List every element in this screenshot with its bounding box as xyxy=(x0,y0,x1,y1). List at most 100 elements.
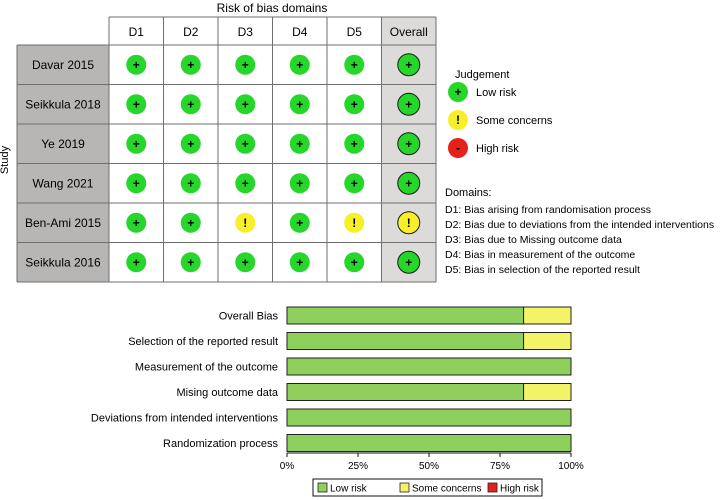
table-grid-lines xyxy=(16,16,437,283)
rating-dot-low xyxy=(344,54,365,75)
bar-legend: Low risk Some concerns High risk xyxy=(312,478,543,497)
rating-dot-low xyxy=(235,252,256,273)
rating-symbol: ! xyxy=(407,216,411,230)
rating-dot-low xyxy=(180,252,201,273)
legend-dot-high xyxy=(448,138,468,158)
bar-row: Mising outcome data xyxy=(177,383,572,401)
study-label-cell xyxy=(17,163,109,203)
study-name: Ben-Ami 2015 xyxy=(25,216,101,230)
rating-symbol: + xyxy=(133,255,140,269)
bar-segment-some xyxy=(523,332,572,350)
bar-legend-label-some: Some concerns xyxy=(412,484,481,495)
rating-dot-low xyxy=(289,252,310,273)
study-name: Seikkula 2016 xyxy=(25,255,101,269)
bar-segment-low xyxy=(286,383,525,401)
rating-dot-some xyxy=(397,211,421,235)
legend-symbol: - xyxy=(456,141,460,155)
column-header-d2: D2 xyxy=(183,25,199,39)
column-header-cell xyxy=(381,17,436,45)
rating-dot-low xyxy=(235,133,256,154)
study-row: Seikkula 2016 + + + + + + xyxy=(17,242,436,282)
rating-symbol: + xyxy=(133,58,140,72)
rating-symbol: + xyxy=(242,58,249,72)
rating-dot-low xyxy=(397,250,421,274)
column-header-d3: D3 xyxy=(238,25,254,39)
rating-dot-some xyxy=(344,212,365,233)
bar-row: Selection of the reported result xyxy=(128,332,572,350)
rating-dot-low xyxy=(289,54,310,75)
rating-dot-low xyxy=(126,252,147,273)
bar-legend-swatch-low xyxy=(317,482,328,493)
bar-row: Overall Bias xyxy=(219,306,572,325)
rating-symbol: + xyxy=(351,97,358,111)
bar-segment-low xyxy=(286,306,525,325)
column-header-d1: D1 xyxy=(129,25,145,39)
bar-segment-some xyxy=(523,383,572,401)
study-row: Davar 2015 + + + + + + xyxy=(17,45,436,85)
column-header-cell xyxy=(109,17,164,45)
rating-symbol: + xyxy=(405,97,412,111)
rating-symbol: + xyxy=(133,176,140,190)
legend-dot-low xyxy=(448,82,468,102)
rating-symbol: + xyxy=(187,176,194,190)
study-name: Seikkula 2018 xyxy=(25,97,101,111)
rating-symbol: + xyxy=(133,137,140,151)
rating-symbol: + xyxy=(242,176,249,190)
rating-dot-low xyxy=(126,212,147,233)
domain-description: D4: Bias in measurement of the outcome xyxy=(445,249,635,261)
legend-label-high: High risk xyxy=(476,143,519,155)
rating-symbol: + xyxy=(351,137,358,151)
rating-symbol: + xyxy=(296,176,303,190)
bar-segment-low xyxy=(286,332,525,350)
bar-row: Deviations from intended interventions xyxy=(91,408,572,427)
study-row: Ben-Ami 2015 + +! +!! xyxy=(17,203,436,243)
rating-symbol: + xyxy=(296,255,303,269)
rating-symbol: + xyxy=(296,216,303,230)
bar-row: Randomization process xyxy=(163,434,572,452)
bar-category-label: Measurement of the outcome xyxy=(135,362,278,374)
rating-dot-low xyxy=(344,252,365,273)
rating-dot-low xyxy=(180,94,201,115)
study-label-cell xyxy=(17,84,109,124)
rating-symbol: + xyxy=(133,216,140,230)
study-row: Seikkula 2018 + + + + + + xyxy=(17,84,436,124)
study-axis-label: Study xyxy=(0,145,11,174)
bar-segment-low xyxy=(286,434,572,452)
domain-description: D3: Bias due to Missing outcome data xyxy=(445,234,622,246)
rating-dot-low xyxy=(289,94,310,115)
rating-symbol: + xyxy=(405,176,412,190)
rating-symbol: + xyxy=(351,176,358,190)
rating-symbol: ! xyxy=(352,216,356,230)
rating-dot-low xyxy=(344,133,365,154)
rating-dot-low xyxy=(126,173,147,194)
domain-description: D1: Bias arising from randomisation proc… xyxy=(445,204,651,216)
study-label-cell xyxy=(17,203,109,243)
column-header-overall: Overall xyxy=(390,25,428,39)
column-headers: D1 D2 D3 D4 D5 Overall xyxy=(109,17,436,45)
rating-symbol: + xyxy=(242,255,249,269)
legend-dot-some xyxy=(448,110,468,130)
rating-symbol: + xyxy=(351,58,358,72)
rating-symbol: + xyxy=(405,137,412,151)
column-header-cell xyxy=(163,17,218,45)
column-header-d4: D4 xyxy=(292,25,308,39)
study-row: Wang 2021 + + + + + + xyxy=(17,163,436,203)
rating-dot-low xyxy=(235,173,256,194)
rating-dot-low xyxy=(397,171,421,195)
rating-symbol: + xyxy=(187,255,194,269)
study-rows: Davar 2015 + + + + + +Seikkula 2018 + + + + + +Ye 20… xyxy=(17,45,436,282)
rating-dot-low xyxy=(180,133,201,154)
rating-dot-low xyxy=(397,53,421,77)
rating-symbol: + xyxy=(187,97,194,111)
rating-dot-low xyxy=(397,132,421,156)
rating-symbol: + xyxy=(296,58,303,72)
bar-segment-low xyxy=(286,408,572,427)
rating-dot-low xyxy=(344,94,365,115)
bar-legend-swatch-high xyxy=(487,482,498,493)
study-label-cell xyxy=(17,242,109,282)
rating-symbol: ! xyxy=(243,216,247,230)
rating-dot-low xyxy=(235,94,256,115)
rating-symbol: + xyxy=(187,216,194,230)
x-tick-label: 50% xyxy=(419,461,439,472)
